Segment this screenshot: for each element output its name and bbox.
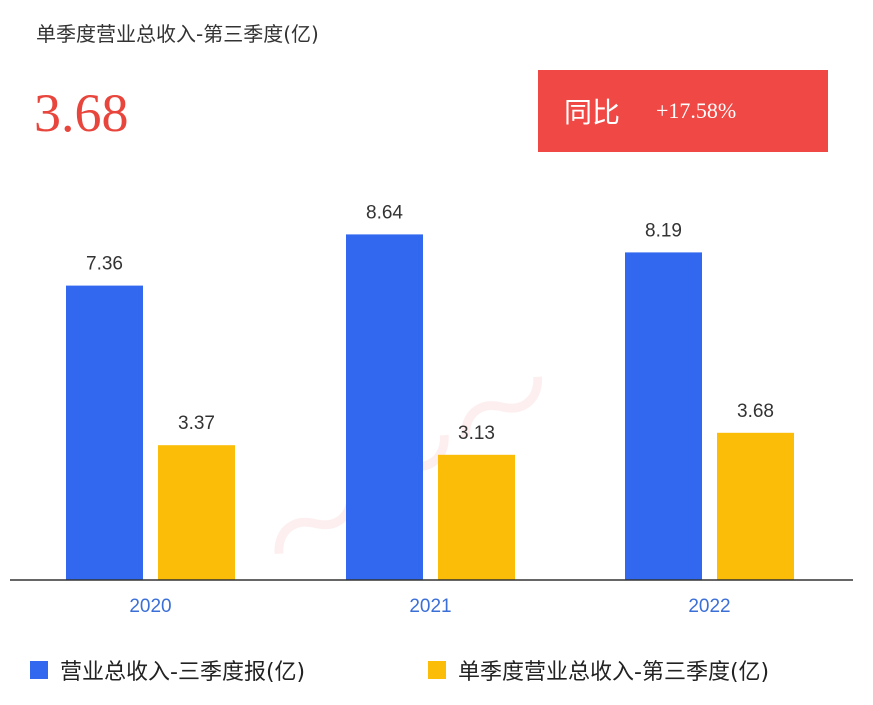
bar-2020-series-2 xyxy=(158,445,235,580)
bar-chart: 7.36 3.37 8.64 3.13 8.19 3.68 2020 2021 2022 xyxy=(10,202,853,617)
legend-label-series-2: 单季度营业总收入-第三季度(亿) xyxy=(458,660,770,685)
data-label-2022-series-1: 8.19 xyxy=(645,220,682,241)
bar-2020-series-1 xyxy=(66,285,143,580)
x-tick-label-2020: 2020 xyxy=(129,596,171,617)
data-label-2020-series-1: 7.36 xyxy=(86,254,123,275)
legend-item-series-2: 单季度营业总收入-第三季度(亿) xyxy=(428,654,769,686)
legend-swatch-series-1 xyxy=(30,661,48,679)
legend-label-series-1: 营业总收入-三季度报(亿) xyxy=(60,660,306,685)
data-label-2020-series-2: 3.37 xyxy=(178,413,215,434)
yoy-label: 同比 xyxy=(564,96,621,129)
yoy-value: +17.58% xyxy=(656,98,737,123)
bar-2022-series-2 xyxy=(717,432,794,580)
chart-title: 单季度营业总收入-第三季度(亿) xyxy=(36,22,319,46)
legend: 营业总收入-三季度报(亿) 单季度营业总收入-第三季度(亿) xyxy=(0,654,873,688)
x-tick-label-2022: 2022 xyxy=(688,596,730,617)
bar-2021-series-2 xyxy=(438,454,515,580)
legend-item-series-1: 营业总收入-三季度报(亿) xyxy=(30,654,305,686)
data-label-2021-series-1: 8.64 xyxy=(366,202,403,223)
data-label-2021-series-2: 3.13 xyxy=(458,423,495,444)
legend-swatch-series-2 xyxy=(428,661,446,679)
bar-2022-series-1 xyxy=(625,252,702,580)
yoy-badge: 同比 +17.58% xyxy=(538,70,828,152)
data-label-2022-series-2: 3.68 xyxy=(737,401,774,422)
x-tick-label-2021: 2021 xyxy=(409,596,451,617)
current-value: 3.68 xyxy=(34,83,129,143)
bar-2021-series-1 xyxy=(346,234,423,580)
